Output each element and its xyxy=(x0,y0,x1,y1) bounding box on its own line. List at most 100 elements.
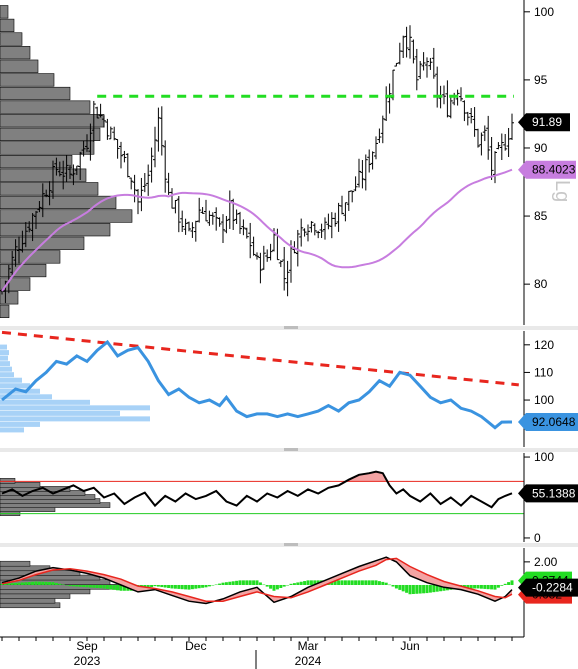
histogram-bar xyxy=(184,584,188,590)
histogram-bar xyxy=(68,584,72,587)
histogram-bar xyxy=(428,584,432,593)
histogram-bar xyxy=(275,584,279,590)
volume-profile-bar xyxy=(0,18,15,33)
x-axis-month-labels: Sep Dec Mar Jun xyxy=(76,639,419,653)
x-axis: Sep Dec Mar Jun 2023 2024 xyxy=(0,636,524,669)
histogram-bar xyxy=(265,584,269,587)
histogram-bar xyxy=(190,584,194,590)
y-tick-label: 95 xyxy=(534,73,548,87)
histogram-bar xyxy=(337,580,341,585)
volume-profile-bar xyxy=(0,73,55,87)
histogram-bar xyxy=(306,580,310,585)
indicator-1-trendline xyxy=(1,330,519,387)
histogram-bar xyxy=(82,584,86,588)
volume-profile-bar xyxy=(0,304,10,318)
volume-profile-bar xyxy=(0,209,133,223)
histogram-bar xyxy=(112,584,116,590)
histogram-bar xyxy=(262,584,266,586)
histogram-bar xyxy=(0,583,4,585)
price-volume-profile xyxy=(0,5,133,318)
histogram-bar xyxy=(347,580,351,585)
volume-profile-bar xyxy=(0,405,150,411)
volume-profile-bar xyxy=(0,602,61,609)
histogram-bar xyxy=(197,584,201,589)
volume-profile-bar xyxy=(0,195,117,210)
histogram-bar xyxy=(483,584,487,589)
histogram-bar xyxy=(411,584,415,595)
histogram-bar xyxy=(44,581,48,585)
indicator-3-line-a xyxy=(1,556,513,605)
histogram-bar xyxy=(292,583,296,585)
y-tick-label: 120 xyxy=(534,338,554,352)
price-moving-average-line xyxy=(1,168,513,292)
histogram-bar xyxy=(479,584,483,589)
volume-profile-bar xyxy=(0,350,9,356)
volume-profile-bar xyxy=(0,361,10,367)
histogram-bar xyxy=(116,584,120,591)
histogram-bar xyxy=(343,580,347,585)
histogram-bar xyxy=(269,584,273,589)
indicator-3-y-axis-ticks: 2.00 xyxy=(524,555,558,569)
volume-profile-bar xyxy=(0,182,99,196)
moving-average-tag: 88.4023 xyxy=(518,160,576,179)
volume-profile-bar xyxy=(0,560,31,567)
histogram-bar xyxy=(78,584,82,587)
histogram-bar xyxy=(398,584,402,590)
histogram-bar xyxy=(207,584,211,587)
histogram-bar xyxy=(303,581,307,585)
histogram-bar xyxy=(252,580,256,585)
volume-profile-bar xyxy=(0,277,31,291)
histogram-bar xyxy=(194,584,198,589)
histogram-bar xyxy=(354,580,358,585)
histogram-bar xyxy=(289,583,293,585)
volume-profile-bar xyxy=(0,383,30,389)
histogram-bar xyxy=(122,584,126,591)
indicator-3-line-b xyxy=(1,557,513,602)
histogram-bar xyxy=(51,582,55,585)
histogram-bar xyxy=(279,584,283,588)
histogram-bar xyxy=(119,584,123,591)
histogram-bar xyxy=(160,584,164,588)
price-y-axis-ticks: 100 95 90 85 80 xyxy=(524,5,554,291)
indicator-2-overbought-fill xyxy=(345,471,387,482)
histogram-bar xyxy=(231,581,235,585)
indicator-2-line xyxy=(1,470,513,509)
histogram-bar xyxy=(255,580,259,585)
histogram-bar xyxy=(466,584,470,589)
y-tick-label: 85 xyxy=(534,209,548,223)
histogram-bar xyxy=(469,584,473,589)
histogram-bar xyxy=(92,584,96,588)
volume-profile-bar xyxy=(0,86,71,101)
histogram-bar xyxy=(238,580,242,585)
histogram-bar xyxy=(496,584,500,588)
histogram-bar xyxy=(150,584,154,588)
y-tick-label: 110 xyxy=(534,365,553,379)
histogram-bar xyxy=(299,581,303,585)
volume-profile-bar xyxy=(0,593,71,599)
volume-profile-bar xyxy=(0,263,47,278)
price-panel: 100 95 90 85 80 91.89 88.4023 Lg xyxy=(0,0,576,325)
histogram-bar xyxy=(20,582,24,585)
histogram-bar xyxy=(500,584,504,586)
histogram-bar xyxy=(384,582,388,585)
histogram-bar xyxy=(439,584,443,592)
histogram-bar xyxy=(85,584,89,588)
volume-profile-bar xyxy=(0,291,19,305)
histogram-bar xyxy=(61,584,65,586)
histogram-bar xyxy=(473,584,477,589)
histogram-bar xyxy=(102,584,106,589)
histogram-bar xyxy=(10,583,14,585)
histogram-bar xyxy=(313,580,317,585)
histogram-bar xyxy=(245,580,249,585)
histogram-bar xyxy=(156,584,160,587)
side-label: Lg xyxy=(551,180,573,202)
x-month-label: Dec xyxy=(185,639,206,653)
volume-profile-bar xyxy=(0,141,95,155)
volume-profile-bar xyxy=(0,154,73,169)
volume-profile-bar xyxy=(0,344,7,350)
histogram-bar xyxy=(364,580,368,585)
x-year-label: 2023 xyxy=(74,654,101,668)
last-close-label: 91.89 xyxy=(532,115,562,129)
volume-profile-bar xyxy=(0,427,24,433)
volume-profile-bar xyxy=(0,114,105,128)
